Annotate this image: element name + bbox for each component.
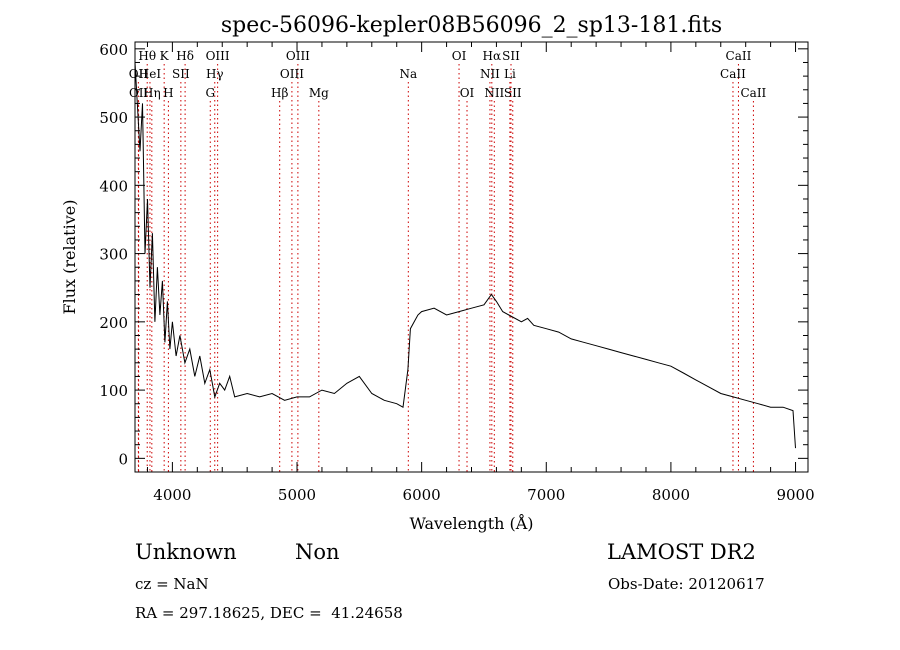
y-tick-label: 600 <box>99 41 128 59</box>
line-label: Li <box>504 67 516 81</box>
line-label: SII <box>502 49 520 63</box>
spectrum-line <box>134 62 796 449</box>
y-tick-label: 200 <box>99 314 128 332</box>
line-label: Mg <box>309 86 329 100</box>
y-tick-label: 500 <box>99 109 128 127</box>
line-label: OI <box>460 86 475 100</box>
x-axis-label: Wavelength (Å) <box>409 513 533 533</box>
line-label: OII <box>129 67 149 81</box>
y-tick-label: 400 <box>99 177 128 195</box>
y-tick-label: 0 <box>118 450 128 468</box>
object-class: Unknown <box>135 540 237 564</box>
line-label: CaII <box>740 86 766 100</box>
y-tick-label: 300 <box>99 246 128 264</box>
line-label: Na <box>399 67 417 81</box>
line-label: Hβ <box>271 86 288 100</box>
y-axis-label: Flux (relative) <box>60 200 79 315</box>
line-label: Hγ <box>206 67 224 81</box>
survey-name: LAMOST DR2 <box>607 540 756 564</box>
line-label: CaII <box>720 67 746 81</box>
line-label: H <box>163 86 173 100</box>
x-tick-label: 9000 <box>776 486 814 504</box>
line-label: CaII <box>726 49 752 63</box>
plot-frame <box>134 41 809 473</box>
redshift-readout: cz = NaN <box>135 575 209 593</box>
x-tick-label: 6000 <box>403 486 441 504</box>
line-label: OIII <box>286 49 310 63</box>
line-label: K <box>160 49 170 63</box>
coordinates: RA = 297.18625, DEC = 41.24658 <box>135 604 403 622</box>
line-label: OIII <box>280 67 304 81</box>
line-label: OII <box>129 86 149 100</box>
line-label: OIII <box>206 49 230 63</box>
y-tick-label: 100 <box>99 382 128 400</box>
line-label: NII <box>484 86 504 100</box>
line-label: Hη <box>143 86 161 100</box>
x-tick-label: 4000 <box>153 486 191 504</box>
x-tick-label: 7000 <box>527 486 565 504</box>
line-label: Hδ <box>176 49 194 63</box>
line-label: HeI <box>139 67 162 81</box>
obs-date: Obs-Date: 20120617 <box>608 575 765 593</box>
line-label: Hα <box>483 49 502 63</box>
line-label: NII <box>480 67 500 81</box>
line-label: SII <box>172 67 190 81</box>
line-label: OI <box>452 49 467 63</box>
line-label: G <box>205 86 215 100</box>
object-subclass: Non <box>295 540 340 564</box>
line-label: SII <box>504 86 522 100</box>
chart-title: spec-56096-kepler08B56096_2_sp13-181.fit… <box>221 13 722 38</box>
x-tick-label: 8000 <box>652 486 690 504</box>
x-tick-label: 5000 <box>278 486 316 504</box>
line-label: Hθ <box>138 49 156 63</box>
